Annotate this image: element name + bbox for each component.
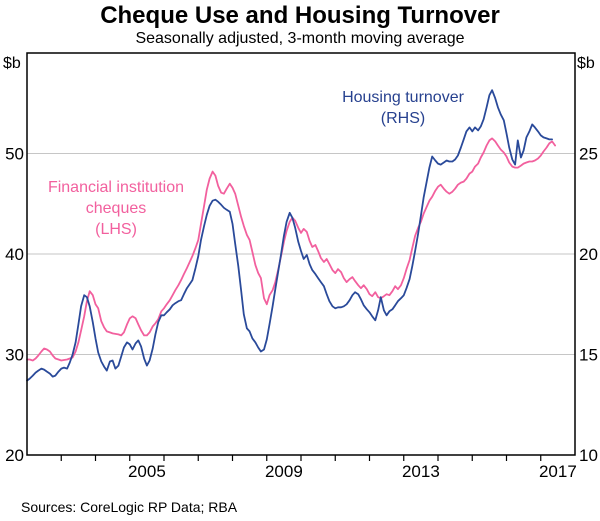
series-line-financial-institution-cheques — [26, 137, 556, 362]
housing-series-label-line1: Housing turnover — [342, 89, 464, 106]
left-tick-label-30: 30 — [5, 346, 24, 365]
cheques-series-label-line1: Financial institution — [47, 179, 185, 196]
housing-series-label: Housing turnover (RHS) — [303, 87, 503, 129]
cheques-series-label-line2: cheques — [85, 200, 147, 217]
x-tick-label-2013: 2013 — [402, 462, 440, 481]
left-tick-label-40: 40 — [5, 245, 24, 264]
right-tick-label-15: 15 — [579, 346, 598, 365]
left-axis-unit: $b — [3, 55, 21, 72]
right-axis-unit: $b — [577, 55, 595, 72]
x-tick-label-2005: 2005 — [128, 462, 166, 481]
chart-title: Cheque Use and Housing Turnover — [100, 2, 500, 29]
left-tick-label-20: 20 — [5, 446, 24, 465]
plot-box — [26, 52, 576, 456]
cheques-series-label: Financial institution cheques (LHS) — [16, 177, 216, 240]
left-tick-label-50: 50 — [5, 145, 24, 164]
x-tick-label-2017: 2017 — [539, 462, 577, 481]
source-note: Sources: CoreLogic RP Data; RBA — [21, 499, 238, 515]
chart-subtitle: Seasonally adjusted, 3-month moving aver… — [135, 30, 465, 47]
housing-series-label-line2: (RHS) — [380, 110, 426, 127]
right-tick-label-20: 20 — [579, 245, 598, 264]
x-tick-label-2009: 2009 — [265, 462, 303, 481]
right-tick-label-10: 10 — [579, 446, 598, 465]
right-tick-label-25: 25 — [579, 145, 598, 164]
cheques-series-label-line3: (LHS) — [95, 221, 137, 238]
series-line-housing-turnover — [26, 89, 553, 382]
